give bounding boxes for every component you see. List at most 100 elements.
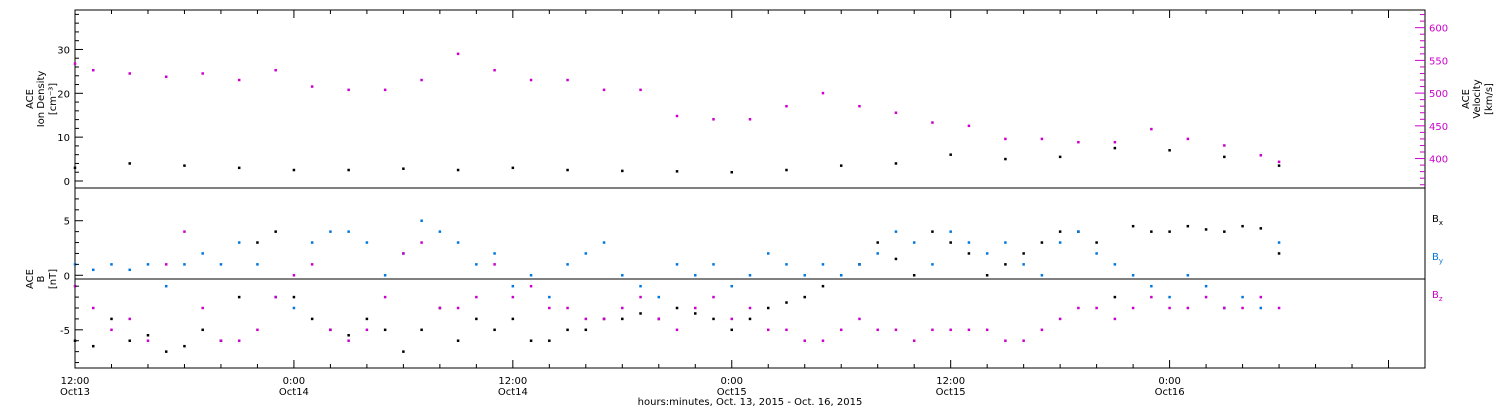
bx-point: [91, 344, 95, 348]
legend-bx-sub: x: [1439, 219, 1443, 227]
bx-point: [383, 328, 387, 332]
bx-point: [1223, 230, 1226, 233]
bx-point: [110, 317, 113, 321]
bx-point: [1168, 230, 1171, 233]
bz-point: [548, 306, 551, 310]
bx-point: [548, 339, 551, 342]
bx-point: [146, 334, 150, 337]
bx-point: [256, 241, 259, 244]
bz-point: [602, 317, 606, 321]
by-point: [602, 241, 606, 244]
velocity-point: [1277, 160, 1281, 164]
bx-point: [967, 252, 971, 255]
velocity-point: [1259, 154, 1263, 157]
velocity-point: [274, 68, 277, 72]
density-point: [511, 166, 515, 170]
by-point: [183, 263, 186, 266]
by-point: [1241, 295, 1244, 299]
velocity-point: [821, 91, 825, 95]
density-point: [73, 166, 77, 170]
by-point: [329, 230, 332, 233]
b-label-line-2: B: [36, 275, 47, 282]
bz-point: [1223, 306, 1226, 310]
bz-point: [456, 306, 460, 310]
density-point: [949, 153, 952, 156]
by-point: [365, 241, 369, 244]
bz-point: [748, 306, 752, 310]
by-point: [912, 241, 916, 244]
density-label-line-2: Ion Density: [36, 71, 47, 128]
bz-point: [310, 263, 314, 266]
density-point: [1058, 155, 1062, 159]
time-label: 0:00: [1158, 376, 1180, 387]
b-field-axis: -5 0 5: [60, 198, 83, 364]
by-point: [128, 268, 131, 272]
bx-point: [493, 328, 496, 332]
date-label: Oct14: [279, 387, 309, 398]
by-point: [931, 263, 934, 266]
velocity-point: [1223, 144, 1226, 147]
density-point: [894, 162, 898, 165]
by-point: [511, 284, 515, 288]
bz-point: [1113, 317, 1117, 321]
density-point: [675, 170, 679, 173]
velocity-point: [164, 75, 168, 78]
velocity-label-line-3: [km/s]: [1484, 83, 1495, 115]
bx-point: [639, 312, 642, 315]
density-point: [237, 166, 241, 170]
b-label-line-3: [nT]: [48, 269, 59, 289]
by-point: [1204, 284, 1208, 288]
bx-point: [1058, 230, 1062, 233]
bz-point: [347, 339, 350, 342]
bottom-panel-frame: [74, 187, 1426, 369]
bx-point: [274, 230, 277, 233]
by-point: [292, 306, 296, 310]
by-point: [766, 252, 770, 255]
bz-point: [292, 274, 296, 277]
density-point: [1277, 164, 1281, 167]
bz-point: [785, 328, 788, 332]
bz-point: [511, 295, 515, 299]
velocity-point: [1077, 140, 1080, 144]
density-point: [402, 167, 405, 170]
velocity-tick-label: 450: [1429, 122, 1448, 133]
velocity-point: [128, 72, 131, 75]
bz-point: [1095, 306, 1098, 310]
velocity-point: [201, 72, 204, 75]
bx-point: [712, 317, 715, 321]
bz-point: [128, 317, 131, 321]
bx-point: [894, 257, 898, 261]
by-point: [110, 263, 113, 266]
b-label-line-1: ACE: [25, 269, 36, 289]
bz-point: [110, 328, 113, 332]
velocity-tick-label: 500: [1429, 89, 1448, 100]
velocity-point: [602, 88, 606, 92]
velocity-point: [894, 111, 898, 114]
bz-point: [329, 328, 332, 332]
velocity-point: [967, 124, 971, 128]
bx-point: [821, 284, 825, 288]
by-point: [1277, 241, 1281, 244]
time-label: 0:00: [283, 376, 305, 387]
velocity-point: [456, 52, 460, 56]
by-point: [420, 219, 423, 222]
legend-by-base: B: [1432, 252, 1439, 263]
bz-point: [821, 339, 825, 342]
density-label-line-3: [cm⁻³]: [48, 83, 59, 115]
date-label: Oct16: [1155, 387, 1185, 398]
density-series: [73, 146, 1281, 174]
bx-point: [985, 274, 989, 277]
by-point: [1095, 252, 1098, 255]
by-point: [456, 241, 460, 244]
bz-point: [1259, 295, 1263, 299]
date-label: Oct13: [60, 387, 90, 398]
bz-point: [876, 328, 879, 332]
bz-point: [1040, 328, 1044, 332]
b-legend: Bx By Bz: [1432, 214, 1443, 303]
density-point: [1223, 155, 1226, 159]
by-point: [803, 274, 806, 277]
velocity-label-line-2: Velocity: [1472, 79, 1483, 118]
top-panel-frame: [74, 9, 1426, 189]
density-label-line-1: ACE: [25, 89, 36, 109]
